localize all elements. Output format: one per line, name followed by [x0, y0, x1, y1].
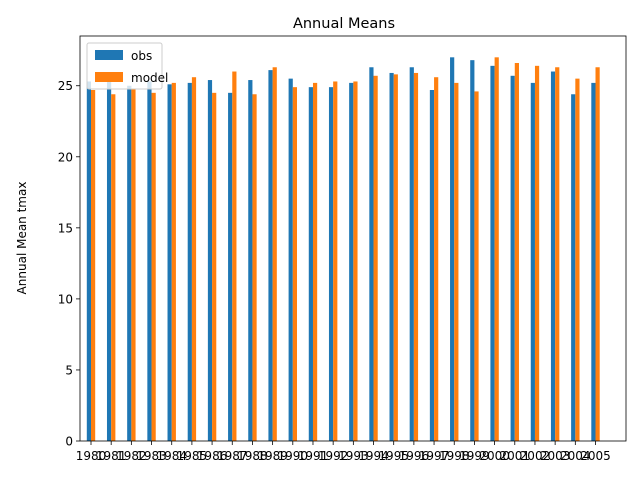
y-axis-label: Annual Mean tmax [15, 182, 29, 295]
bar-model-2004 [575, 78, 580, 441]
bar-model-1981 [111, 94, 116, 441]
bar-obs-2004 [571, 94, 576, 441]
bar-obs-1992 [328, 87, 334, 441]
bar-model-1990 [292, 87, 297, 441]
x-tick-label: 1980 [76, 449, 107, 463]
bar-model-1985 [191, 77, 197, 442]
bar-model-1999 [474, 91, 479, 442]
x-tick-label: 1998 [439, 449, 470, 463]
bar-obs-1996 [409, 67, 414, 441]
bar-model-1992 [333, 81, 338, 441]
bar-obs-1980 [86, 81, 91, 441]
bar-model-1998 [454, 82, 459, 441]
bar-model-2005 [595, 67, 600, 441]
x-tick-label: 1992 [318, 449, 349, 463]
x-tick-label: 1993 [338, 449, 369, 463]
x-tick-label: 1981 [96, 449, 127, 463]
bar-obs-1997 [429, 90, 435, 441]
x-tick-label: 1991 [298, 449, 329, 463]
y-tick-label: 20 [58, 150, 73, 164]
bar-obs-2000 [490, 65, 495, 441]
bar-model-2000 [494, 57, 499, 441]
x-tick-label: 1994 [358, 449, 389, 463]
y-tick-label: 15 [58, 221, 73, 235]
bar-obs-1984 [167, 84, 172, 441]
y-tick-label: 5 [65, 363, 73, 377]
bar-obs-1993 [349, 82, 354, 441]
x-tick-label: 1997 [419, 449, 450, 463]
bar-obs-1999 [470, 60, 475, 441]
y-tick-label: 10 [58, 292, 73, 306]
bar-model-1986 [212, 92, 217, 441]
bar-obs-1988 [248, 80, 253, 442]
x-axis-ticks: 1980198119821983198419851986198719881989… [76, 441, 611, 463]
x-tick-label: 1989 [257, 449, 288, 463]
x-tick-label: 2005 [580, 449, 611, 463]
bar-model-1996 [413, 72, 419, 441]
y-tick-label: 0 [65, 435, 73, 449]
bar-model-2002 [534, 65, 540, 441]
x-tick-label: 1999 [459, 449, 490, 463]
bar-obs-1990 [288, 78, 293, 441]
bar-obs-1981 [106, 80, 112, 442]
bar-model-1987 [232, 71, 237, 441]
bar-obs-1987 [228, 92, 233, 441]
bar-model-1994 [373, 75, 378, 441]
bar-obs-1989 [268, 70, 273, 442]
bar-model-1997 [434, 77, 439, 442]
bar-obs-2003 [550, 71, 556, 441]
bar-model-1984 [171, 82, 176, 441]
bar-model-2003 [555, 67, 560, 441]
x-tick-label: 2003 [540, 449, 571, 463]
x-tick-label: 1983 [136, 449, 167, 463]
bar-model-1991 [312, 82, 318, 441]
y-tick-label: 25 [58, 79, 73, 93]
x-tick-label: 1990 [278, 449, 309, 463]
bars-group [86, 57, 600, 442]
x-tick-label: 1996 [399, 449, 430, 463]
legend-label-model: model [131, 71, 168, 85]
bar-obs-1995 [389, 72, 394, 441]
bar-obs-1986 [207, 80, 213, 442]
x-tick-label: 2001 [500, 449, 531, 463]
x-tick-label: 2004 [560, 449, 591, 463]
x-tick-label: 1986 [197, 449, 228, 463]
y-axis-ticks: 0 5 10 15 20 25 [58, 79, 80, 449]
x-tick-label: 1982 [116, 449, 147, 463]
legend: obs model [86, 42, 168, 90]
bar-model-1989 [272, 67, 277, 441]
bar-obs-1983 [147, 81, 152, 441]
legend-swatch-obs [95, 50, 123, 60]
x-tick-label: 2000 [479, 449, 510, 463]
bar-model-2001 [514, 63, 519, 441]
x-tick-label: 1984 [156, 449, 187, 463]
bar-obs-2002 [530, 82, 535, 441]
x-tick-label: 1987 [217, 449, 248, 463]
bar-obs-1985 [187, 82, 192, 441]
bar-model-1980 [91, 90, 96, 441]
chart-title: Annual Means [293, 16, 395, 32]
legend-swatch-model [95, 72, 123, 82]
x-tick-label: 1995 [378, 449, 409, 463]
bar-model-1993 [353, 81, 358, 441]
x-tick-label: 1985 [177, 449, 208, 463]
bar-obs-1982 [127, 85, 132, 442]
legend-label-obs: obs [131, 49, 152, 63]
bar-model-1983 [151, 92, 156, 441]
bar-obs-2001 [510, 75, 515, 441]
bar-obs-1991 [308, 87, 313, 441]
plot-frame [79, 35, 627, 442]
bar-model-1995 [393, 74, 398, 442]
bar-obs-1998 [450, 57, 455, 441]
x-tick-label: 2002 [520, 449, 551, 463]
bar-model-1988 [252, 94, 257, 441]
bar-model-1982 [131, 88, 136, 441]
bar-obs-1994 [369, 67, 374, 441]
x-tick-label: 1988 [237, 449, 268, 463]
bar-obs-2005 [591, 82, 596, 441]
